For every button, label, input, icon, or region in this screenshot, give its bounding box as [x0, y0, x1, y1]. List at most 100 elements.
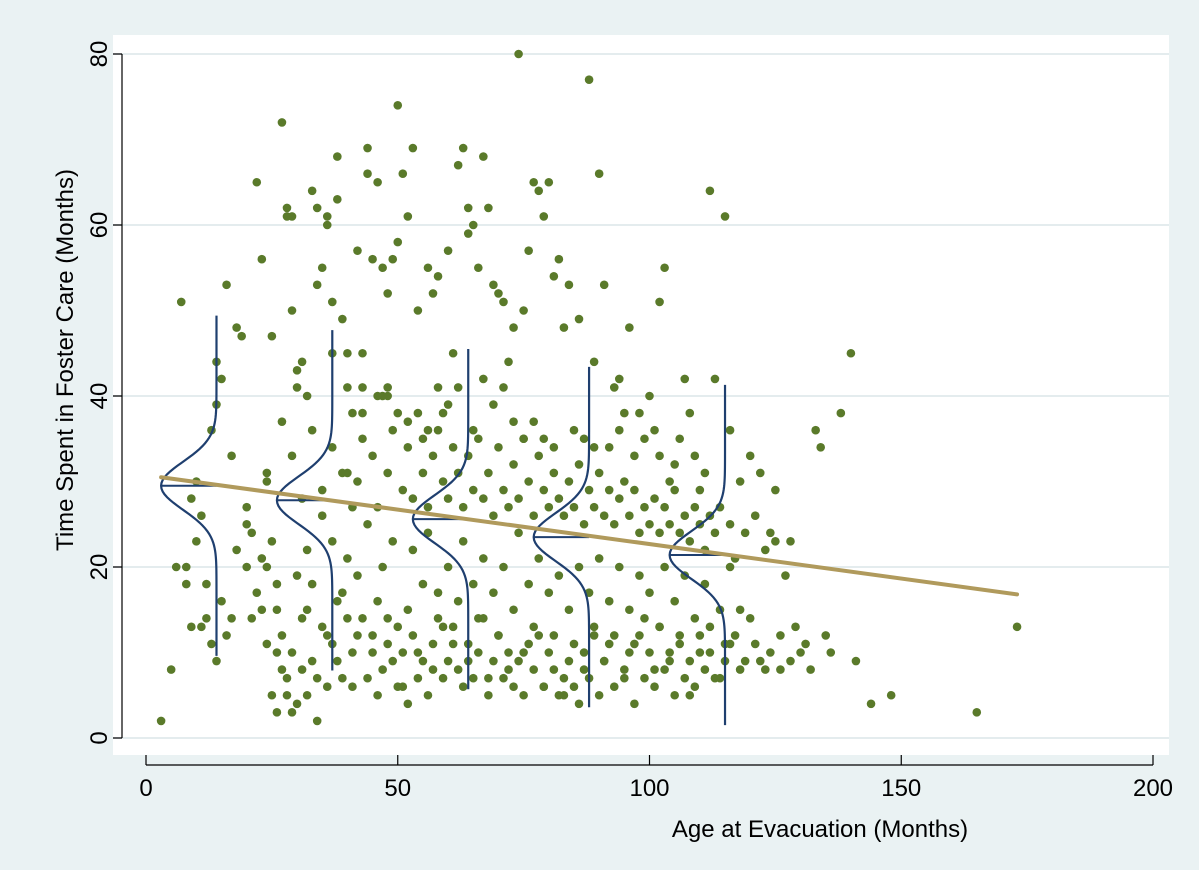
data-point — [846, 348, 856, 358]
data-point — [287, 648, 297, 657]
data-point — [166, 665, 176, 674]
data-point — [549, 468, 559, 478]
data-point — [559, 673, 569, 683]
data-point — [609, 519, 619, 529]
data-point — [322, 220, 332, 230]
data-point — [599, 656, 609, 666]
data-point — [791, 622, 800, 632]
data-point — [272, 648, 282, 657]
data-point — [514, 656, 523, 666]
data-point — [217, 374, 226, 384]
data-point — [504, 502, 513, 512]
data-point — [353, 477, 362, 486]
data-point — [348, 408, 357, 418]
data-point — [589, 502, 599, 512]
data-point — [625, 323, 634, 332]
data-point — [338, 314, 347, 324]
data-point — [413, 673, 423, 683]
data-point — [343, 554, 352, 563]
data-point — [604, 596, 614, 606]
y-tick-label: 20 — [86, 554, 113, 581]
data-point — [388, 537, 398, 546]
data-point — [695, 631, 705, 640]
data-point — [408, 143, 418, 153]
density-curve — [159, 315, 218, 656]
data-point — [660, 502, 669, 512]
data-point — [393, 101, 403, 110]
data-point — [277, 631, 287, 640]
data-point — [529, 622, 538, 632]
data-point — [529, 665, 538, 674]
data-point — [710, 374, 720, 384]
data-point — [685, 656, 695, 666]
fit-line — [159, 475, 1020, 597]
data-point — [489, 588, 498, 597]
data-point — [604, 639, 614, 649]
data-point — [866, 699, 876, 709]
data-point — [559, 511, 569, 520]
data-point — [202, 579, 211, 589]
data-point — [725, 519, 735, 529]
data-point — [192, 537, 201, 546]
data-point — [388, 254, 398, 264]
data-point — [559, 323, 569, 332]
data-point — [635, 528, 644, 538]
data-point — [433, 614, 443, 623]
data-point — [489, 280, 498, 290]
data-point — [403, 605, 413, 615]
data-point — [1012, 622, 1022, 632]
data-point — [267, 331, 277, 341]
data-point — [499, 673, 508, 683]
data-point — [393, 682, 403, 691]
data-point — [519, 690, 528, 700]
data-point — [504, 357, 513, 367]
data-point — [438, 408, 448, 418]
data-point — [569, 425, 579, 435]
data-point — [574, 699, 584, 709]
data-point — [494, 443, 503, 452]
data-point — [680, 511, 690, 520]
data-point — [554, 571, 564, 580]
data-point — [333, 656, 342, 666]
data-point — [423, 690, 433, 700]
data-point — [614, 374, 624, 384]
data-point — [217, 596, 226, 606]
data-point — [685, 537, 695, 546]
data-point — [499, 562, 508, 572]
data-point — [750, 639, 760, 649]
data-point — [423, 425, 433, 435]
data-point — [715, 673, 725, 683]
data-point — [242, 519, 251, 529]
data-point — [544, 177, 554, 187]
data-point — [614, 562, 624, 572]
data-point — [972, 708, 982, 717]
data-point — [720, 212, 730, 221]
data-point — [373, 391, 382, 401]
data-point — [670, 460, 679, 469]
data-point — [212, 656, 221, 666]
data-point — [549, 443, 559, 452]
data-point — [458, 537, 468, 546]
data-point — [524, 246, 533, 255]
data-point — [594, 468, 604, 478]
data-point — [524, 477, 533, 486]
data-point — [468, 425, 478, 435]
data-point — [333, 152, 342, 161]
y-tick-label: 0 — [86, 731, 113, 744]
data-point — [479, 614, 488, 623]
data-point — [640, 434, 649, 444]
data-point — [725, 562, 735, 572]
data-point — [333, 195, 342, 204]
data-point — [549, 665, 559, 674]
data-point — [353, 571, 362, 580]
x-tick-label: 50 — [384, 775, 411, 802]
data-point — [322, 682, 332, 691]
data-point — [690, 502, 700, 512]
data-point — [609, 631, 619, 640]
data-point — [509, 323, 518, 332]
data-point — [363, 519, 372, 529]
data-point — [594, 554, 604, 563]
data-point — [781, 571, 790, 580]
data-point — [534, 186, 544, 196]
data-point — [252, 588, 262, 597]
